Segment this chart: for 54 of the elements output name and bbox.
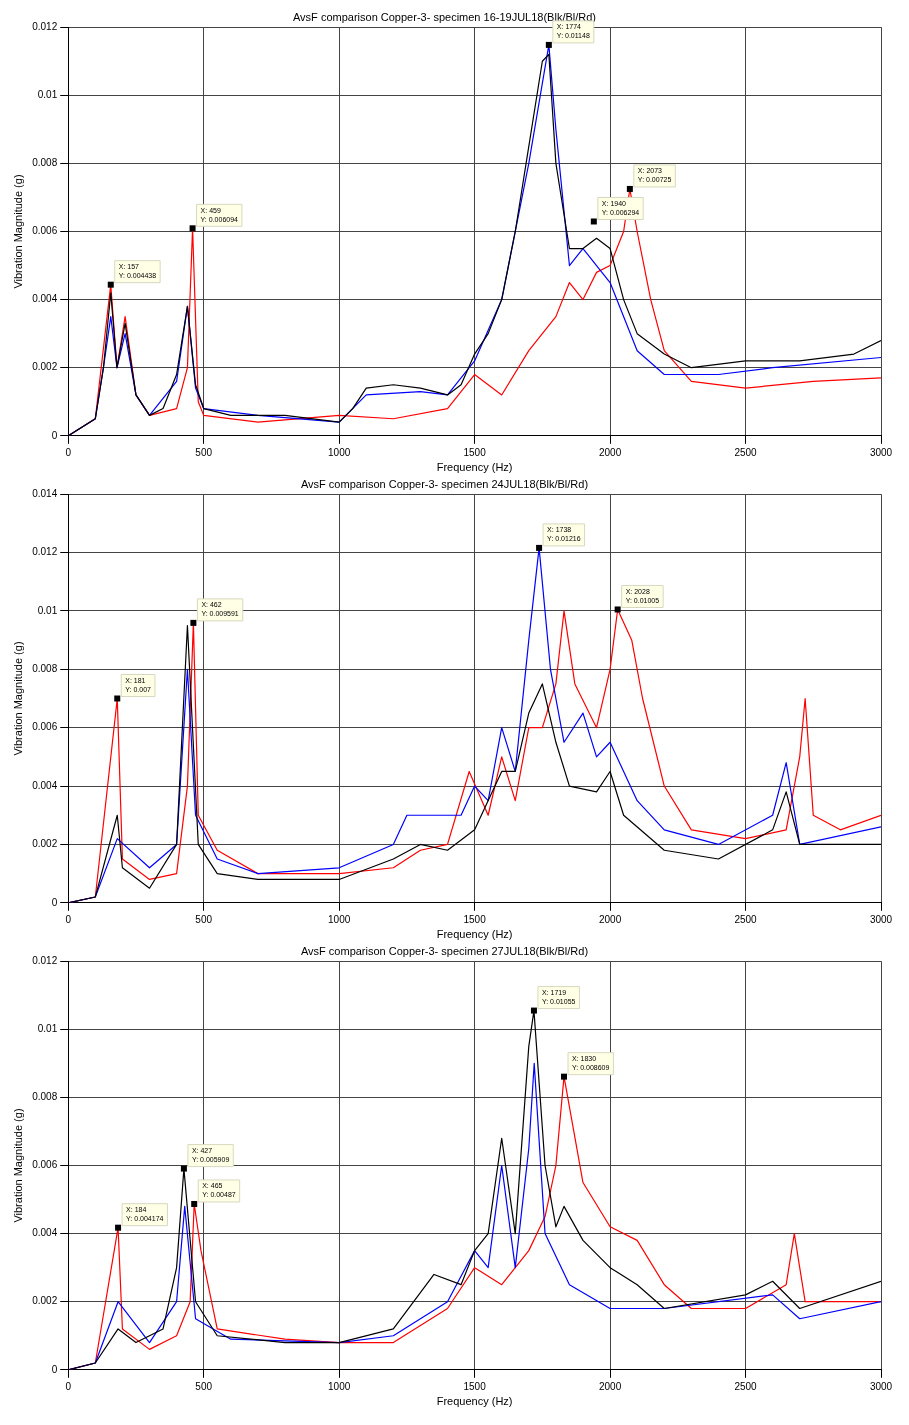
y-tick-label: 0.006 [32, 721, 58, 733]
x-tick-label: 500 [195, 913, 213, 925]
y-tick-label: 0 [51, 429, 58, 441]
y-tick-label: 0.002 [32, 1295, 58, 1307]
point [530, 1007, 537, 1014]
y-tick-label: 0.014 [32, 487, 58, 499]
y-tick-label: 0.002 [32, 361, 58, 373]
y-tick-label: 0.004 [32, 1227, 58, 1239]
x-tick-label: 2500 [734, 913, 758, 925]
y-tick-label: 0.004 [32, 293, 58, 305]
y-tick-label: 0 [51, 896, 58, 908]
x-tick-label: 500 [195, 1380, 213, 1392]
x-tick-label: 0 [65, 446, 72, 458]
x-tick-label: 2500 [734, 446, 758, 458]
x-axis-title: Frequency (Hz) [436, 461, 513, 474]
x-tick-label: 2500 [734, 1380, 758, 1392]
chart-title: AvsF comparison Copper-3- specimen 16-19JUL18(Blk/Bl/Rd) [292, 10, 597, 23]
x-tick-label: 3000 [869, 1380, 893, 1392]
y-tick-label: 0.008 [32, 1091, 58, 1103]
y-tick-label: 0 [51, 1363, 58, 1375]
y-axis-title: Vibration Magnitude (g) [11, 1108, 24, 1223]
y-axis-title: Vibration Magnitude (g) [11, 641, 24, 756]
x-tick-label: 1000 [328, 1380, 351, 1392]
y-axis-title: Vibration Magnitude (g) [11, 174, 24, 289]
y-tick-label: 0.012 [32, 20, 58, 32]
point [180, 1165, 187, 1172]
x-tick-label: 3000 [869, 913, 893, 925]
x-tick-label: 0 [65, 1380, 72, 1392]
x-tick-label: 500 [195, 446, 213, 458]
x-tick-label: 1000 [328, 446, 351, 458]
x-tick-label: 1500 [463, 446, 487, 458]
x-axis-title: Frequency (Hz) [436, 1395, 513, 1408]
y-tick-label: 0.004 [32, 779, 58, 791]
x-tick-label: 0 [65, 913, 72, 925]
x-tick-label: 2000 [598, 913, 622, 925]
y-tick-label: 0.01 [37, 604, 58, 616]
chart-title: AvsF comparison Copper-3- specimen 24JUL18(Blk/Bl/Rd) [300, 477, 589, 490]
chart-title: AvsF comparison Copper-3- specimen 27JUL18(Blk/Bl/Rd) [300, 944, 589, 957]
y-tick-label: 0.006 [32, 225, 58, 237]
y-tick-label: 0.012 [32, 546, 58, 558]
x-tick-label: 1500 [463, 913, 487, 925]
y-tick-label: 0.012 [32, 954, 58, 966]
x-axis-title: Frequency (Hz) [436, 928, 513, 941]
x-tick-label: 2000 [598, 446, 622, 458]
x-tick-label: 3000 [869, 446, 893, 458]
x-tick-label: 1500 [463, 1380, 487, 1392]
y-tick-label: 0.01 [37, 89, 58, 101]
x-tick-label: 2000 [598, 1380, 622, 1392]
y-tick-label: 0.006 [32, 1159, 58, 1171]
y-tick-label: 0.002 [32, 838, 58, 850]
y-tick-label: 0.01 [37, 1023, 58, 1035]
y-tick-label: 0.008 [32, 663, 58, 675]
x-tick-label: 1000 [328, 913, 351, 925]
y-tick-label: 0.008 [32, 157, 58, 169]
